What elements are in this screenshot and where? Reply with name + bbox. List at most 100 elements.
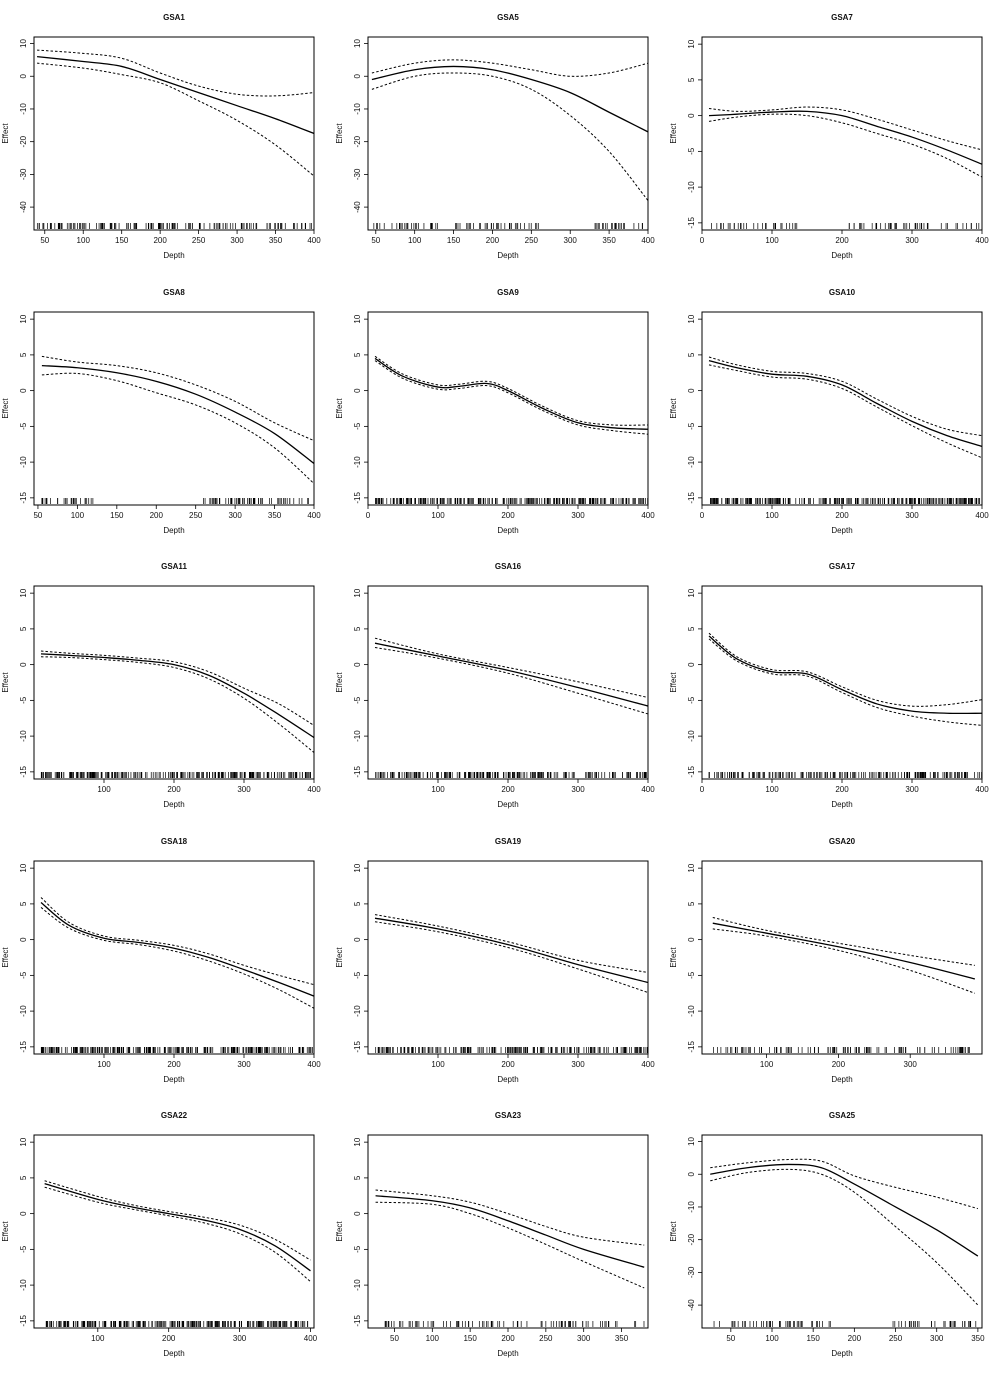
effect-curve — [40, 901, 315, 997]
y-tick-label: 10 — [687, 314, 696, 323]
plot-frame — [367, 860, 649, 1055]
y-tick-label: -40 — [353, 201, 362, 213]
rug-marks — [375, 1047, 649, 1053]
rug-marks — [708, 772, 982, 778]
y-axis-label: Effect — [669, 947, 678, 968]
upper-confidence-band — [375, 1189, 645, 1246]
y-tick-label: 5 — [687, 77, 696, 82]
rug-marks — [375, 498, 648, 504]
x-tick-label: 150 — [463, 1334, 477, 1343]
plot-frame — [701, 860, 983, 1055]
x-tick-label: 200 — [832, 1060, 846, 1069]
effect-curve — [374, 917, 649, 984]
y-tick-label: 0 — [687, 1171, 696, 1176]
y-tick-label: 0 — [353, 388, 362, 393]
lower-confidence-band — [712, 928, 975, 994]
upper-confidence-band — [40, 897, 315, 986]
x-axis-label: Depth — [497, 526, 518, 535]
y-tick-label: 10 — [19, 1137, 28, 1146]
y-tick-label: 0 — [687, 113, 696, 118]
x-axis-label: Depth — [163, 526, 184, 535]
y-tick-label: -10 — [687, 1201, 696, 1213]
x-tick-label: 250 — [192, 236, 206, 245]
rug-marks — [40, 772, 311, 778]
x-tick-label: 400 — [641, 785, 655, 794]
y-tick-label: -10 — [353, 1005, 362, 1017]
x-tick-label: 250 — [189, 511, 203, 520]
x-tick-label: 200 — [167, 785, 181, 794]
y-tick-label: -10 — [687, 1005, 696, 1017]
rug-marks — [375, 772, 647, 778]
x-tick-label: 100 — [426, 1334, 440, 1343]
y-tick-label: 5 — [687, 352, 696, 357]
upper-confidence-band — [37, 49, 315, 97]
x-tick-label: 400 — [307, 785, 321, 794]
y-tick-label: -10 — [353, 730, 362, 742]
y-tick-label: 5 — [353, 901, 362, 906]
x-tick-label: 200 — [162, 1334, 176, 1343]
y-tick-label: -15 — [353, 1041, 362, 1053]
plot-frame — [701, 1134, 983, 1329]
y-axis-label: Effect — [1, 123, 10, 144]
rug-marks — [713, 1047, 970, 1053]
x-tick-label: 400 — [307, 511, 321, 520]
y-tick-label: -5 — [687, 422, 696, 430]
rug-marks — [41, 498, 309, 504]
effect-curve — [374, 357, 649, 430]
lower-confidence-band — [708, 638, 983, 726]
y-tick-label: 10 — [687, 1137, 696, 1146]
y-axis-label: Effect — [669, 398, 678, 419]
x-tick-label: 200 — [501, 1060, 515, 1069]
plot-frame — [33, 1134, 315, 1329]
y-tick-label: -15 — [353, 1315, 362, 1327]
x-tick-label: 0 — [700, 236, 705, 245]
x-axis-label: Depth — [163, 1349, 184, 1358]
x-tick-label: 300 — [905, 511, 919, 520]
y-tick-label: 5 — [687, 901, 696, 906]
upper-confidence-band — [712, 916, 975, 966]
y-tick-label: -15 — [353, 766, 362, 778]
x-tick-label: 300 — [904, 1060, 918, 1069]
x-tick-label: 100 — [765, 785, 779, 794]
effect-curve — [41, 364, 315, 465]
x-tick-label: 0 — [700, 785, 705, 794]
y-tick-label: -5 — [19, 422, 28, 430]
effect-curve — [374, 642, 649, 707]
y-tick-label: -20 — [19, 135, 28, 147]
x-tick-label: 400 — [307, 1060, 321, 1069]
effect-curve — [708, 110, 983, 165]
y-tick-label: 0 — [353, 1211, 362, 1216]
x-tick-label: 100 — [431, 511, 445, 520]
plot-frame — [367, 1134, 649, 1329]
x-tick-label: 400 — [641, 511, 655, 520]
upper-confidence-band — [708, 356, 983, 437]
panel-title: GSA9 — [497, 288, 519, 297]
effect-curve — [371, 65, 649, 133]
x-tick-label: 0 — [700, 511, 705, 520]
panel-gsa11: GSA11 100 200 300 400 10 5 0 -5 -10 -15 Depth Effect — [1, 562, 321, 809]
x-tick-label: 100 — [91, 1334, 105, 1343]
x-tick-label: 400 — [307, 236, 321, 245]
lower-confidence-band — [374, 646, 649, 715]
x-axis-label: Depth — [497, 800, 518, 809]
lower-confidence-band — [374, 921, 649, 994]
y-tick-label: 10 — [687, 588, 696, 597]
lower-confidence-band — [41, 372, 315, 484]
x-tick-label: 200 — [153, 236, 167, 245]
x-tick-label: 100 — [97, 785, 111, 794]
y-tick-label: 5 — [19, 1175, 28, 1180]
x-tick-label: 150 — [806, 1334, 820, 1343]
y-tick-label: 5 — [353, 352, 362, 357]
lower-confidence-band — [371, 72, 649, 201]
panel-gsa19: GSA19 100 200 300 400 10 5 0 -5 -10 -15 Depth Effect — [335, 837, 655, 1084]
panel-gsa17: GSA17 0 100 200 300 400 10 5 0 -5 -10 -15 Depth Effec… — [669, 562, 989, 809]
x-tick-label: 100 — [765, 511, 779, 520]
effect-curve — [40, 653, 315, 739]
rug-marks — [45, 1321, 309, 1327]
panel-title: GSA8 — [163, 288, 185, 297]
effect-curve — [710, 1163, 979, 1257]
x-tick-label: 200 — [835, 511, 849, 520]
y-tick-label: -30 — [19, 168, 28, 180]
